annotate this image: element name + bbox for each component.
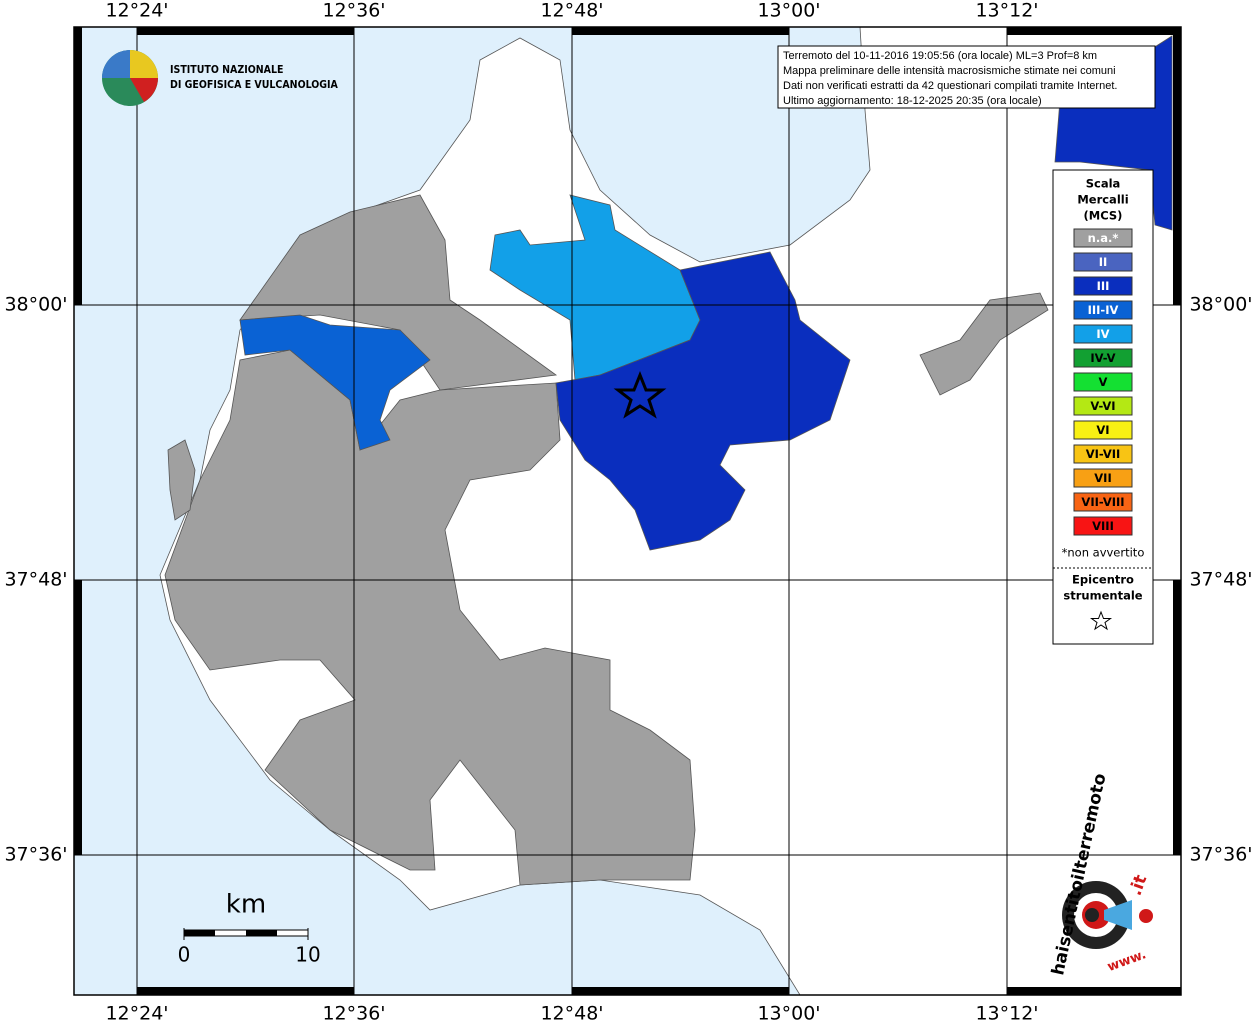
badge-dot — [1139, 909, 1153, 923]
legend-label: n.a.* — [1088, 231, 1119, 245]
legend-label: V-VI — [1090, 399, 1115, 413]
frame-band — [572, 987, 789, 995]
scale-bar: km 0 10 — [178, 890, 321, 967]
frame-band — [74, 580, 82, 855]
logo-wedge — [102, 50, 130, 78]
legend-label: III — [1097, 279, 1110, 293]
longitude-label: 13°12' — [975, 0, 1038, 22]
legend-swatch — [1073, 276, 1133, 296]
info-line: Terremoto del 10-11-2016 19:05:56 (ora l… — [783, 50, 1097, 62]
legend-swatch — [1073, 324, 1133, 344]
longitude-label: 12°48' — [540, 1003, 603, 1024]
frame-band — [1173, 27, 1181, 305]
frame-band — [1007, 27, 1181, 35]
frame-band — [1173, 580, 1181, 855]
scale-bar-segment — [184, 930, 215, 936]
legend-swatch — [1073, 468, 1133, 488]
info-box: Terremoto del 10-11-2016 19:05:56 (ora l… — [777, 45, 1156, 109]
latitude-label: 37°36' — [4, 844, 67, 866]
legend-swatch — [1073, 348, 1133, 368]
legend-swatch — [1073, 492, 1133, 512]
legend-title: Mercalli — [1077, 193, 1128, 207]
legend-swatch — [1073, 252, 1133, 272]
longitude-label: 12°24' — [105, 1003, 168, 1024]
logo-wedge — [130, 78, 158, 102]
legend-label: VI-VII — [1086, 447, 1121, 461]
info-line: Ultimo aggiornamento: 18-12-2025 20:35 (… — [783, 95, 1042, 107]
institute-line: ISTITUTO NAZIONALE — [170, 64, 283, 76]
frame-band — [137, 27, 354, 35]
frame-band — [1007, 987, 1181, 995]
legend-label: VI — [1096, 423, 1109, 437]
logo-wedge — [130, 50, 158, 78]
legend-title: (MCS) — [1084, 209, 1123, 223]
latitude-label: 37°36' — [1189, 844, 1252, 866]
longitude-label: 12°24' — [105, 0, 168, 22]
legend-swatch — [1073, 372, 1133, 392]
legend-swatch — [1073, 228, 1133, 248]
institute-line: DI GEOFISICA E VULCANOLOGIA — [170, 79, 339, 91]
legend-swatch — [1073, 420, 1133, 440]
legend-title: Scala — [1086, 177, 1121, 191]
longitude-label: 12°36' — [322, 0, 385, 22]
frame — [73, 26, 1182, 996]
latitude-label: 37°48' — [1189, 569, 1252, 591]
scale-label: 0 — [178, 943, 191, 967]
legend-label: V — [1099, 375, 1108, 389]
legend-epicenter: Epicentro — [1072, 573, 1134, 587]
info-line: Mappa preliminare delle intensità macros… — [783, 65, 1116, 77]
legend: Scala Mercalli (MCS) *non avvertito Epic… — [1052, 169, 1154, 645]
municipality-na — [239, 194, 558, 391]
scale-label: 10 — [295, 943, 320, 967]
longitude-label: 13°00' — [757, 1003, 820, 1024]
legend-label: III-IV — [1088, 303, 1119, 317]
municipality-iii-iv — [239, 314, 431, 451]
island — [167, 439, 196, 521]
info-frame — [777, 45, 1156, 109]
badge-ring — [1085, 908, 1099, 922]
frame-band — [137, 987, 354, 995]
legend-star — [1089, 610, 1113, 631]
latitude-label: 38°00' — [4, 294, 67, 316]
legend-swatch — [1073, 396, 1133, 416]
ingv-logo: ISTITUTO NAZIONALE DI GEOFISICA E VULCAN… — [102, 50, 339, 106]
municipality-iii — [555, 251, 851, 551]
legend-note: *non avvertito — [1062, 546, 1145, 560]
graticule — [74, 27, 1181, 995]
legend-label: IV — [1096, 327, 1109, 341]
info-line: Dati non verificati estratti da 42 quest… — [783, 80, 1117, 92]
longitude-label: 12°36' — [322, 1003, 385, 1024]
longitude-label: 12°48' — [540, 0, 603, 22]
legend-label: VIII — [1092, 519, 1114, 533]
legend-swatch — [1073, 300, 1133, 320]
scale-unit: km — [226, 890, 266, 920]
scale-bar-segment — [246, 930, 277, 936]
island — [919, 292, 1049, 396]
longitude-label: 13°12' — [975, 1003, 1038, 1024]
badge-speaker — [1104, 900, 1132, 930]
legend-label: VII-VIII — [1081, 495, 1124, 509]
latitude-label: 37°48' — [4, 569, 67, 591]
legend-label: IV-V — [1090, 351, 1115, 365]
frame-band — [572, 27, 789, 35]
legend-epicenter: strumentale — [1063, 589, 1142, 603]
legend-swatch — [1073, 444, 1133, 464]
longitude-label: 13°00' — [757, 0, 820, 22]
latitude-label: 38°00' — [1189, 294, 1252, 316]
legend-label: VII — [1094, 471, 1111, 485]
legend-label: II — [1099, 255, 1108, 269]
legend-swatch — [1073, 516, 1133, 536]
frame-band — [74, 27, 82, 305]
epicenter-star — [613, 370, 667, 419]
